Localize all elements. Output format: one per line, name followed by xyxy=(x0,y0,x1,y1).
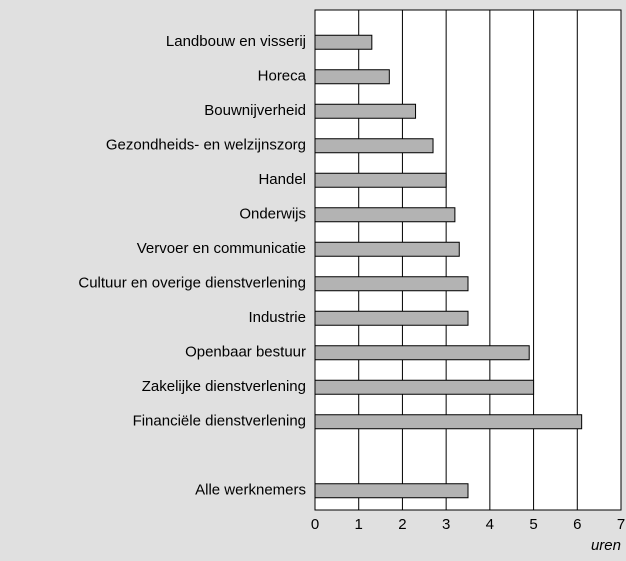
y-tick-label: Zakelijke dienstverlening xyxy=(142,378,306,395)
bar xyxy=(314,138,434,154)
y-tick-label: Financiële dienstverlening xyxy=(133,413,306,430)
y-tick-label: Onderwijs xyxy=(239,206,306,223)
bar xyxy=(314,345,530,361)
bar xyxy=(314,241,460,257)
y-tick-label: Cultuur en overige dienstverlening xyxy=(78,275,306,292)
y-tick-label: Vervoer en communicatie xyxy=(137,240,306,257)
bar xyxy=(314,207,456,223)
bar xyxy=(314,310,469,326)
y-tick-label: Horeca xyxy=(258,68,307,85)
x-tick-label: 5 xyxy=(529,516,537,533)
y-tick-label: Handel xyxy=(258,171,306,188)
bar xyxy=(314,69,390,85)
x-tick-label: 1 xyxy=(355,516,363,533)
y-tick-label: Openbaar bestuur xyxy=(185,344,306,361)
y-tick-label: Industrie xyxy=(248,309,306,326)
x-axis-label: uren xyxy=(591,537,621,554)
y-tick-label: Alle werknemers xyxy=(195,482,306,499)
bar xyxy=(314,483,469,499)
bar xyxy=(314,379,535,395)
x-tick-label: 0 xyxy=(311,516,319,533)
bar xyxy=(314,103,417,119)
bar xyxy=(314,34,373,50)
x-tick-label: 6 xyxy=(573,516,581,533)
bar xyxy=(314,276,469,292)
plot-area xyxy=(314,9,622,511)
x-tick-label: 7 xyxy=(617,516,625,533)
y-tick-label: Gezondheids- en welzijnszorg xyxy=(106,137,306,154)
x-tick-label: 2 xyxy=(398,516,406,533)
x-tick-label: 3 xyxy=(442,516,450,533)
bar xyxy=(314,172,447,188)
bar xyxy=(314,414,583,430)
y-tick-label: Bouwnijverheid xyxy=(204,102,306,119)
x-tick-label: 4 xyxy=(486,516,494,533)
y-tick-label: Landbouw en visserij xyxy=(166,33,306,50)
